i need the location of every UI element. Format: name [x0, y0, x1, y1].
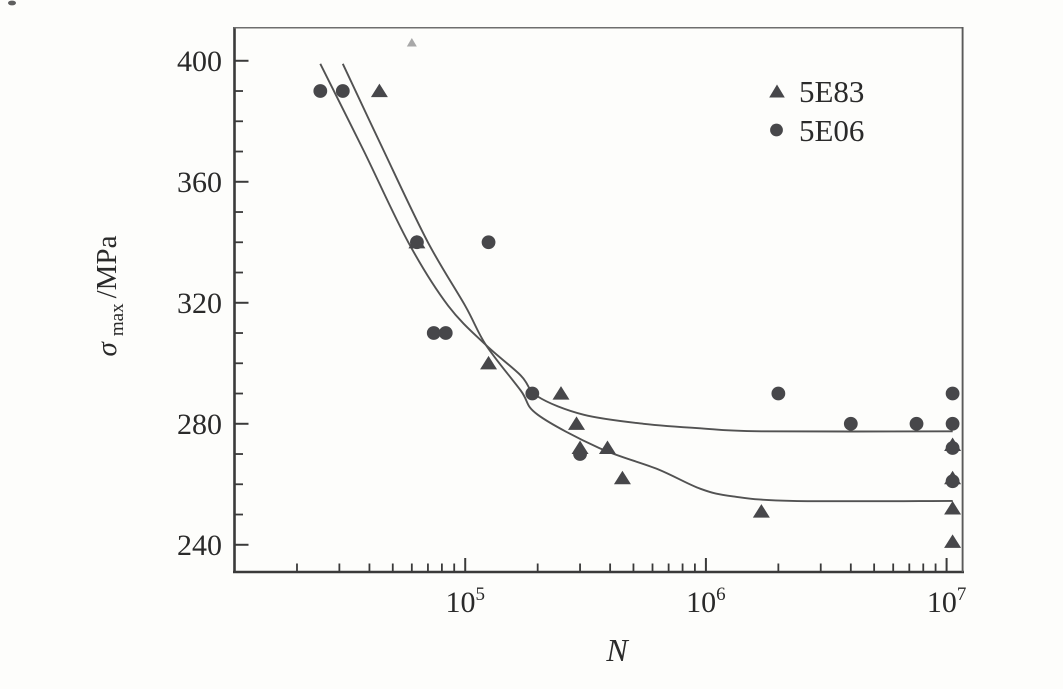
y-tick-label: 240 — [177, 529, 222, 562]
x-axis-tick-labels: 105 106 107 — [445, 584, 966, 619]
legend-triangle-marker-icon — [769, 84, 785, 98]
y-axis-tick-labels: 240 280 320 360 400 — [177, 45, 222, 562]
data-point-5E06 — [771, 386, 786, 401]
outlier-point-5E83 — [406, 37, 417, 47]
y-axis-title: σ max /MPa — [91, 235, 128, 356]
y-tick-label: 280 — [177, 408, 222, 441]
x-axis-ticks — [296, 558, 948, 572]
plot-frame — [233, 27, 964, 574]
data-point-5E06 — [481, 235, 496, 250]
legend-label-5E06: 5E06 — [799, 113, 864, 148]
data-point-5E06 — [525, 386, 540, 401]
legend: 5E83 5E06 — [769, 74, 864, 148]
data-point-5E06 — [945, 474, 960, 489]
fit-curve-5E83 — [341, 63, 953, 503]
data-point-5E83 — [370, 83, 388, 98]
y-axis-title-unit: /MPa — [91, 235, 123, 298]
data-point-5E06 — [438, 326, 453, 340]
data-point-5E06 — [335, 84, 350, 98]
data-point-5E06 — [313, 84, 328, 98]
data-point-5E83 — [752, 504, 770, 518]
data-point-5E83 — [613, 470, 631, 485]
data-point-5E83 — [944, 501, 962, 515]
y-axis-ticks — [234, 59, 249, 546]
y-axis-title-sigma: σ — [91, 340, 123, 356]
x-tick-label: 107 — [927, 584, 967, 619]
legend-circle-marker-icon — [770, 123, 783, 137]
data-point-5E06 — [909, 416, 924, 431]
data-point-5E06 — [410, 235, 424, 250]
data-point-5E83 — [480, 355, 498, 370]
data-point-5E83 — [568, 416, 586, 430]
data-points — [313, 37, 962, 548]
data-point-5E06 — [945, 386, 960, 401]
data-point-5E83 — [598, 440, 616, 455]
legend-label-5E83: 5E83 — [799, 74, 864, 109]
x-axis-title: N — [605, 632, 629, 668]
data-point-5E06 — [945, 416, 960, 431]
y-axis-title-subscript: max — [107, 303, 128, 336]
y-tick-label: 320 — [177, 287, 222, 320]
data-point-5E06 — [945, 441, 960, 455]
scan-speck — [8, 0, 16, 6]
x-tick-label: 106 — [686, 584, 726, 619]
data-point-5E83 — [944, 534, 962, 548]
fit-curves — [319, 63, 953, 503]
x-tick-label: 105 — [445, 584, 485, 619]
data-point-5E06 — [426, 326, 441, 340]
data-point-5E06 — [843, 416, 858, 431]
data-point-5E83 — [552, 386, 570, 400]
fit-curve-5E06 — [319, 63, 953, 433]
y-tick-label: 400 — [177, 45, 222, 78]
y-tick-label: 360 — [177, 166, 222, 199]
data-point-5E06 — [573, 447, 587, 461]
